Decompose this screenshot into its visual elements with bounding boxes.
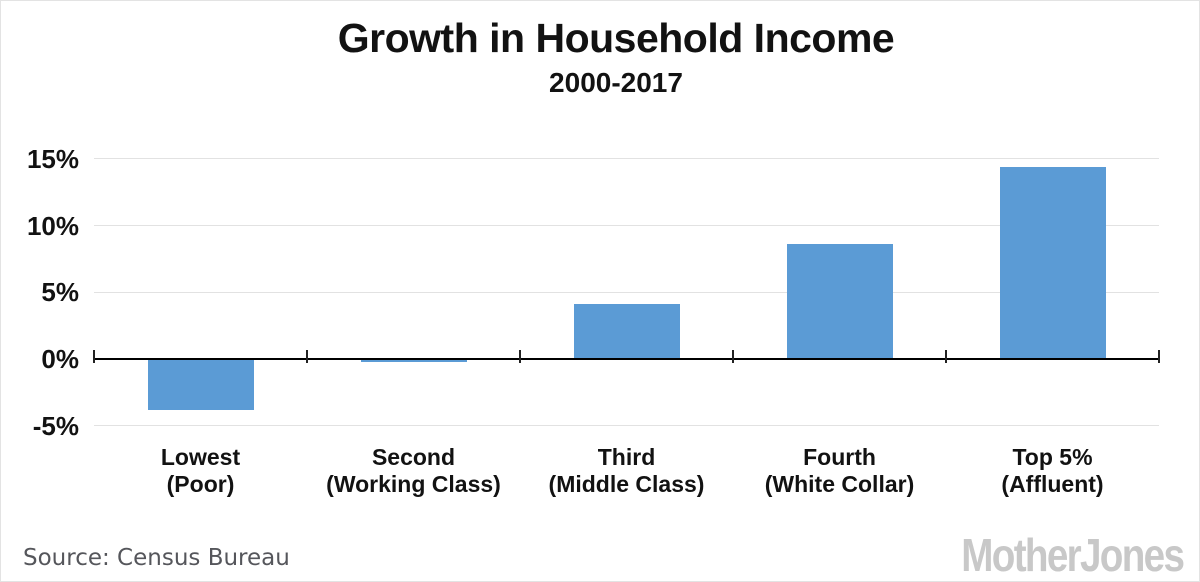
gridline [94,291,1159,293]
y-tick-label: 10% [26,210,79,241]
bar-lowest [147,359,254,410]
gridline [94,225,1159,226]
y-tick-label: 0% [41,344,79,374]
axis-tick [306,350,308,363]
bar-top-5 [999,166,1106,359]
category-label: Fourth (White Collar) [723,444,956,498]
bar-third [573,304,680,359]
x-axis-line [94,358,1159,360]
category-sublabel: (White Collar) [764,471,915,497]
y-tick-label: -5% [32,410,79,441]
category-label: Top 5% (Affluent) [936,444,1169,498]
source-text: Source: Census Bureau [23,545,290,571]
category-name: Fourth [803,444,876,470]
chart-subtitle: 2000-2017 [549,67,683,98]
axis-tick [519,350,521,363]
y-tick-label: 15% [26,143,79,174]
category-name: Lowest [160,444,241,470]
axis-tick [93,350,95,363]
bar-second [360,359,467,362]
mother-jones-logo: MotherJones [961,529,1185,581]
category-label: Second (Working Class) [297,444,530,498]
chart-title: Growth in Household Income [337,15,895,61]
category-sublabel: (Affluent) [1001,471,1104,497]
bar-fourth [786,244,893,359]
y-tick-label: 5% [41,277,79,308]
category-sublabel: (Poor) [166,471,235,497]
category-label: Lowest (Poor) [84,444,317,498]
gridline [94,158,1159,160]
gridline [94,425,1159,427]
axis-tick [1158,350,1160,363]
category-label: Third (Middle Class) [510,444,743,498]
category-sublabel: (Working Class) [326,471,501,497]
category-name: Top 5% [1012,444,1093,470]
category-sublabel: (Middle Class) [548,471,705,497]
axis-tick [732,350,734,363]
category-name: Second [371,444,456,470]
axis-tick [945,350,947,363]
category-name: Third [597,444,656,470]
